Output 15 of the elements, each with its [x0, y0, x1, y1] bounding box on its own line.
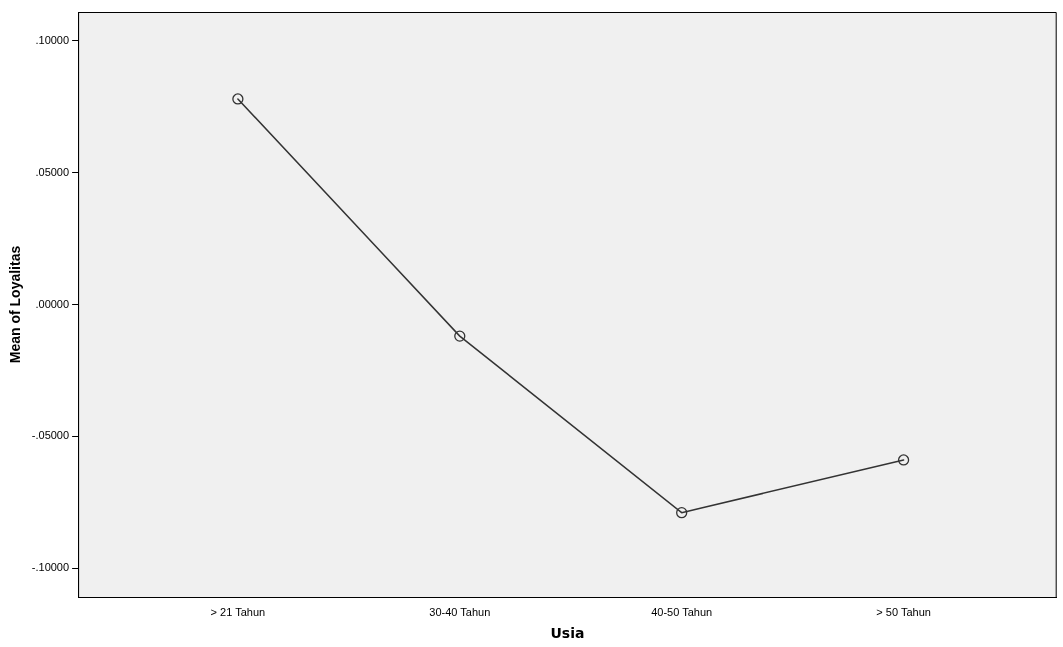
point	[454, 330, 466, 342]
x-tick-label: 40-50 Tahun	[651, 605, 713, 618]
point	[676, 507, 688, 519]
x-tick-label: 30-40 Tahun	[429, 605, 491, 618]
x-axis-title: Usia	[550, 625, 585, 642]
point	[897, 454, 910, 466]
y-tick-label: -.10000	[31, 561, 70, 574]
y-tick-label: .10000	[35, 34, 70, 47]
point	[232, 93, 244, 105]
y-tick-label: .00000	[35, 297, 70, 310]
y-axis-title: Mean of Loyalitas	[7, 245, 24, 364]
y-tick-label: .05000	[35, 165, 70, 178]
y-tick-label: -.05000	[31, 429, 70, 442]
x-tick-label: > 50 Tahun	[876, 605, 931, 618]
x-tick-label: > 21 Tahun	[210, 605, 266, 618]
